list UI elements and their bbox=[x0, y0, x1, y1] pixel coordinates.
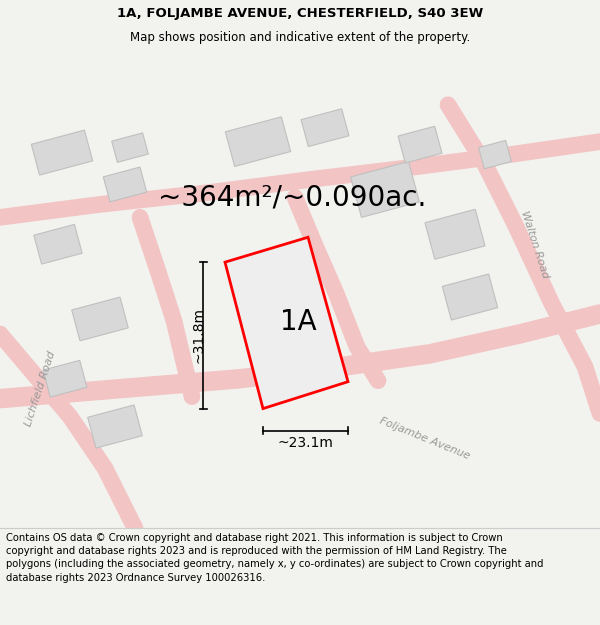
Polygon shape bbox=[112, 133, 148, 162]
Polygon shape bbox=[301, 109, 349, 147]
Polygon shape bbox=[350, 161, 419, 217]
Polygon shape bbox=[425, 209, 485, 259]
Text: ~23.1m: ~23.1m bbox=[278, 436, 334, 451]
Text: 1A: 1A bbox=[280, 308, 316, 336]
Polygon shape bbox=[398, 126, 442, 163]
Polygon shape bbox=[442, 274, 498, 320]
Polygon shape bbox=[88, 405, 142, 448]
Text: Map shows position and indicative extent of the property.: Map shows position and indicative extent… bbox=[130, 31, 470, 44]
Polygon shape bbox=[43, 361, 87, 397]
Polygon shape bbox=[34, 224, 82, 264]
Text: Walton Road: Walton Road bbox=[520, 209, 551, 279]
Polygon shape bbox=[226, 117, 290, 166]
Text: ~31.8m: ~31.8m bbox=[191, 308, 205, 363]
Text: ~364m²/~0.090ac.: ~364m²/~0.090ac. bbox=[158, 183, 426, 211]
Text: Foljambe Avenue: Foljambe Avenue bbox=[379, 416, 472, 461]
Polygon shape bbox=[479, 141, 511, 169]
Text: Lichfield Road: Lichfield Road bbox=[23, 350, 57, 428]
Text: Contains OS data © Crown copyright and database right 2021. This information is : Contains OS data © Crown copyright and d… bbox=[6, 533, 544, 582]
Polygon shape bbox=[103, 167, 147, 202]
Polygon shape bbox=[72, 297, 128, 341]
Polygon shape bbox=[225, 238, 348, 409]
Text: 1A, FOLJAMBE AVENUE, CHESTERFIELD, S40 3EW: 1A, FOLJAMBE AVENUE, CHESTERFIELD, S40 3… bbox=[117, 8, 483, 21]
Polygon shape bbox=[31, 130, 93, 175]
